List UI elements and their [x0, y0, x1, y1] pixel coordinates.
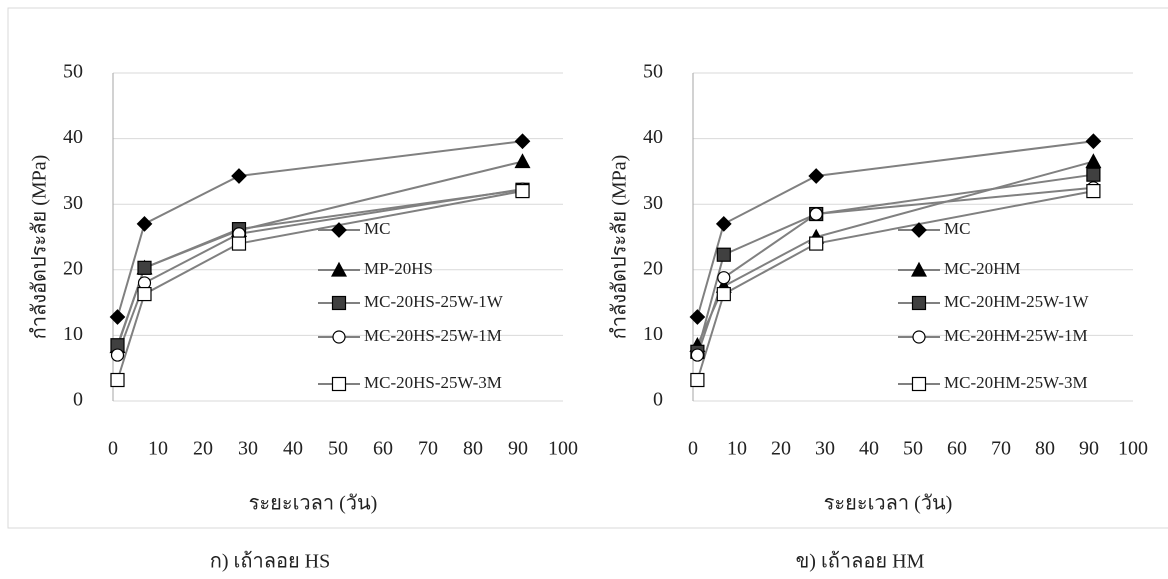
marker [809, 207, 823, 221]
marker [136, 216, 153, 232]
x-axis-label: ระยะเวลา (วัน) [249, 493, 378, 515]
x-tick-label: 60 [947, 438, 967, 460]
y-tick-label: 10 [643, 323, 663, 345]
legend-label: MC [364, 219, 390, 238]
marker [717, 271, 731, 285]
y-tick-label: 10 [63, 323, 83, 345]
marker [330, 261, 348, 277]
y-tick-label: 0 [653, 389, 663, 411]
x-tick-label: 40 [859, 438, 879, 460]
y-tick-label: 0 [73, 389, 83, 411]
marker [331, 295, 347, 311]
marker [231, 168, 247, 184]
y-tick-label: 30 [63, 192, 83, 214]
marker [911, 222, 927, 238]
y-tick-label: 40 [643, 126, 663, 148]
marker [109, 309, 126, 325]
series-line [696, 160, 1094, 346]
marker [809, 236, 824, 251]
y-tick-label: 50 [63, 61, 83, 83]
legend-label: MC-20HM-25W-1M [944, 326, 1088, 345]
marker [689, 309, 706, 325]
marker [331, 376, 347, 392]
x-tick-label: 50 [328, 438, 348, 460]
marker [690, 372, 705, 388]
marker [1085, 153, 1102, 169]
frame [7, 7, 1168, 529]
marker [910, 261, 928, 277]
legend-label: MC [944, 219, 970, 238]
y-tick-label: 30 [643, 192, 663, 214]
marker [716, 286, 731, 302]
series-line [696, 173, 1094, 353]
x-tick-label: 70 [991, 438, 1011, 460]
marker [110, 348, 125, 362]
series-line [116, 188, 523, 356]
x-tick-label: 0 [108, 438, 118, 460]
marker [110, 372, 125, 388]
marker [332, 330, 346, 344]
marker [137, 286, 152, 302]
x-tick-label: 60 [373, 438, 393, 460]
x-tick-label: 20 [771, 438, 791, 460]
x-tick-label: 40 [283, 438, 303, 460]
series-line [696, 140, 1094, 318]
x-tick-label: 10 [727, 438, 747, 460]
y-tick-label: 50 [643, 61, 663, 83]
x-tick-label: 50 [903, 438, 923, 460]
marker [690, 348, 705, 362]
marker [231, 236, 247, 251]
marker [911, 376, 927, 392]
x-tick-label: 70 [418, 438, 438, 460]
x-tick-label: 80 [1035, 438, 1055, 460]
series-line [116, 140, 523, 318]
series-line [696, 186, 1094, 356]
marker [515, 183, 530, 199]
x-tick-label: 100 [548, 438, 578, 460]
caption: ข) เถ้าลอย HM [796, 551, 925, 573]
marker [514, 153, 531, 169]
marker [715, 216, 732, 232]
marker [514, 133, 531, 150]
marker [911, 295, 927, 311]
legend-label: MC-20HS-25W-3M [364, 373, 502, 392]
marker [1085, 133, 1102, 150]
y-tick-label: 20 [643, 257, 663, 279]
x-tick-label: 30 [238, 438, 258, 460]
legend-label: MC-20HM-25W-3M [944, 373, 1088, 392]
legend-label: MC-20HS-25W-1W [364, 292, 504, 311]
marker [716, 247, 731, 262]
x-tick-label: 90 [1079, 438, 1099, 460]
marker [331, 222, 347, 238]
legend-label: MP-20HS [364, 259, 433, 278]
marker [1086, 167, 1101, 182]
marker [1086, 183, 1101, 199]
caption: ก) เถ้าลอย HS [210, 551, 331, 573]
x-tick-label: 20 [193, 438, 213, 460]
marker [137, 260, 152, 275]
series-line [116, 188, 523, 346]
legend-label: MC-20HM-25W-1W [944, 292, 1089, 311]
y-axis-label: กำลังอัดประลัย (MPa) [29, 155, 51, 340]
x-tick-label: 80 [463, 438, 483, 460]
x-tick-label: 10 [148, 438, 168, 460]
x-tick-label: 0 [688, 438, 698, 460]
x-tick-label: 30 [815, 438, 835, 460]
y-tick-label: 40 [63, 126, 83, 148]
x-tick-label: 90 [508, 438, 528, 460]
y-tick-label: 20 [63, 257, 83, 279]
y-axis-label: กำลังอัดประลัย (MPa) [609, 155, 631, 340]
marker [808, 168, 825, 184]
x-axis-label: ระยะเวลา (วัน) [824, 493, 953, 515]
x-tick-label: 100 [1118, 438, 1148, 460]
series-line [116, 190, 523, 381]
marker [912, 330, 926, 344]
legend-label: MC-20HM [944, 259, 1021, 278]
legend-label: MC-20HS-25W-1M [364, 326, 502, 345]
series-line [696, 190, 1094, 381]
